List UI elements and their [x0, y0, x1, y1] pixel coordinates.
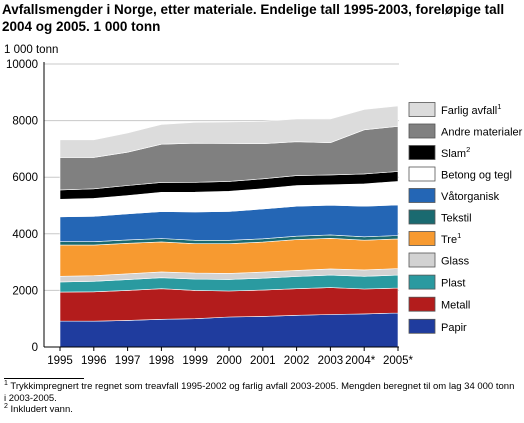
footnote-divider	[4, 378, 84, 379]
tick-labels: 0 2000 4000 6000 8000 10000 1995 1996 1997 1998 19…	[6, 59, 414, 367]
legend-label-glass: Glass	[441, 256, 470, 268]
y-tick-label: 6000	[12, 172, 38, 184]
legend-label-plast: Plast	[441, 278, 465, 290]
legend-label-betong-og-tegl: Betong og tegl	[441, 170, 512, 182]
area-series-farlig-avfall	[59, 105, 399, 158]
footnote-2-text: Inkludert vann.	[10, 404, 73, 415]
y-tick-label: 4000	[12, 229, 38, 241]
footnote-2-mark: 2	[4, 402, 8, 410]
legend: Farlig avfall1 Andre materialer Slam2 Beton…	[408, 102, 523, 334]
footnote-1-mark: 1	[4, 379, 8, 387]
legend-label-farlig-avfall: Farlig avfall1	[441, 102, 501, 117]
axes	[43, 62, 399, 351]
legend-label-slam: Slam2	[441, 145, 470, 160]
y-tick-label: 8000	[12, 116, 38, 128]
x-tick-label: 2003	[318, 355, 344, 367]
footnote-1: 1 Trykkimpregnert tre regnet som treavfa…	[4, 379, 519, 404]
x-tick-label: 1999	[182, 355, 208, 367]
legend-swatch-andre-materialer	[408, 123, 436, 139]
legend-label-metall: Metall	[441, 300, 470, 312]
legend-superscript: 1	[457, 231, 461, 240]
x-tick-label: 2002	[284, 355, 310, 367]
legend-swatch-glass	[408, 252, 436, 268]
legend-swatch-metall	[408, 296, 436, 312]
x-tick-label: 1997	[115, 355, 141, 367]
footnote-2: 2 Inkludert vann.	[4, 402, 519, 416]
legend-label-andre-materialer: Andre materialer	[441, 127, 523, 139]
legend-label-tre: Tre1	[441, 231, 461, 246]
x-tick-label: 1998	[149, 355, 175, 367]
footnotes: 1 Trykkimpregnert tre regnet som treavfa…	[4, 379, 519, 416]
chart-title: Avfallsmengder i Norge, etter materiale.…	[2, 2, 505, 34]
y-tick-label: 10000	[6, 59, 38, 71]
x-tick-label: 1996	[81, 355, 107, 367]
y-tick-label: 0	[32, 342, 38, 354]
legend-swatch-tekstil	[408, 209, 436, 225]
legend-superscript: 1	[497, 102, 501, 111]
legend-swatch-farlig-avfall	[408, 102, 436, 117]
legend-superscript: 2	[466, 145, 470, 154]
legend-swatch-plast	[408, 274, 436, 290]
legend-label-v-torganisk: Våtorganisk	[441, 191, 500, 203]
y-axis-unit-label: 1 000 tonn	[4, 44, 59, 56]
legend-swatch-tre	[408, 231, 436, 246]
legend-swatch-betong-og-tegl	[408, 166, 436, 182]
legend-label-tekstil: Tekstil	[441, 213, 472, 225]
legend-swatch-papir	[408, 318, 436, 334]
x-tick-label: 2005*	[383, 355, 414, 367]
footnote-1-text: Trykkimpregnert tre regnet som treavfall…	[4, 381, 515, 404]
area-series-group	[59, 105, 399, 348]
x-tick-label: 2004*	[345, 355, 376, 367]
legend-swatch-slam	[408, 145, 436, 160]
x-tick-label: 2001	[250, 355, 276, 367]
y-tick-label: 2000	[12, 285, 38, 297]
legend-swatch-v-torganisk	[408, 188, 436, 203]
legend-label-papir: Papir	[441, 322, 467, 334]
x-tick-label: 1995	[47, 355, 73, 367]
x-tick-label: 2000	[216, 355, 242, 367]
